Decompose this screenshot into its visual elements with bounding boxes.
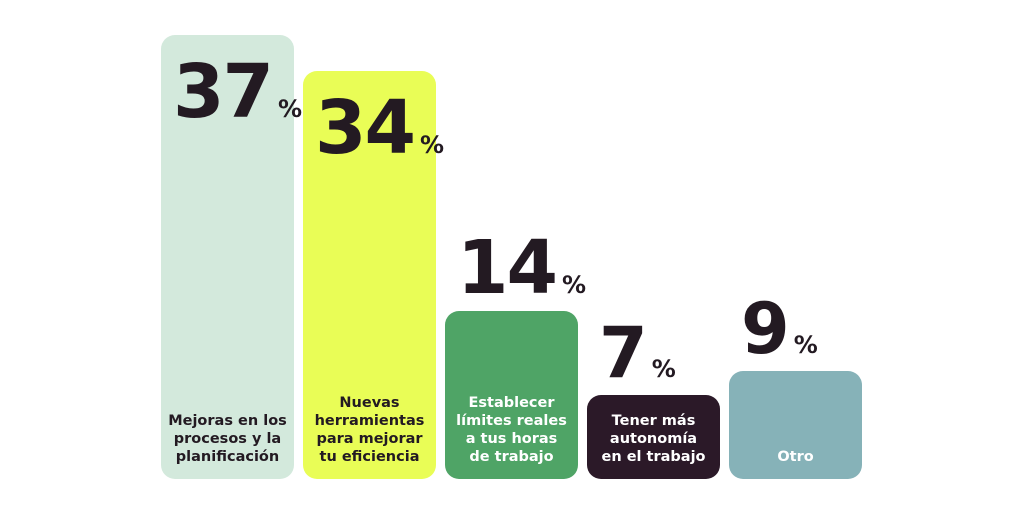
bar-5 [729,371,862,479]
category-label-5: Otro [777,449,813,465]
category-label-1: Mejoras en los procesos y la planificación [168,413,287,465]
value-label-2: 34% [315,85,444,171]
bar-2 [303,71,436,479]
category-label-3: Establecer límites reales a tus horas de tr… [456,395,567,465]
category-label-4: Tener más autonomía en el trabajo [601,413,705,465]
category-label-2: Nuevas herramientas para mejorar tu eficien… [315,395,425,465]
bar-1 [161,35,294,479]
bar-4 [587,395,720,479]
value-label-5: 9% [741,288,818,370]
value-label-1: 37% [173,49,302,135]
bar-3 [445,311,578,479]
value-label-4: 7% [599,312,676,394]
value-label-3: 14% [457,225,586,311]
